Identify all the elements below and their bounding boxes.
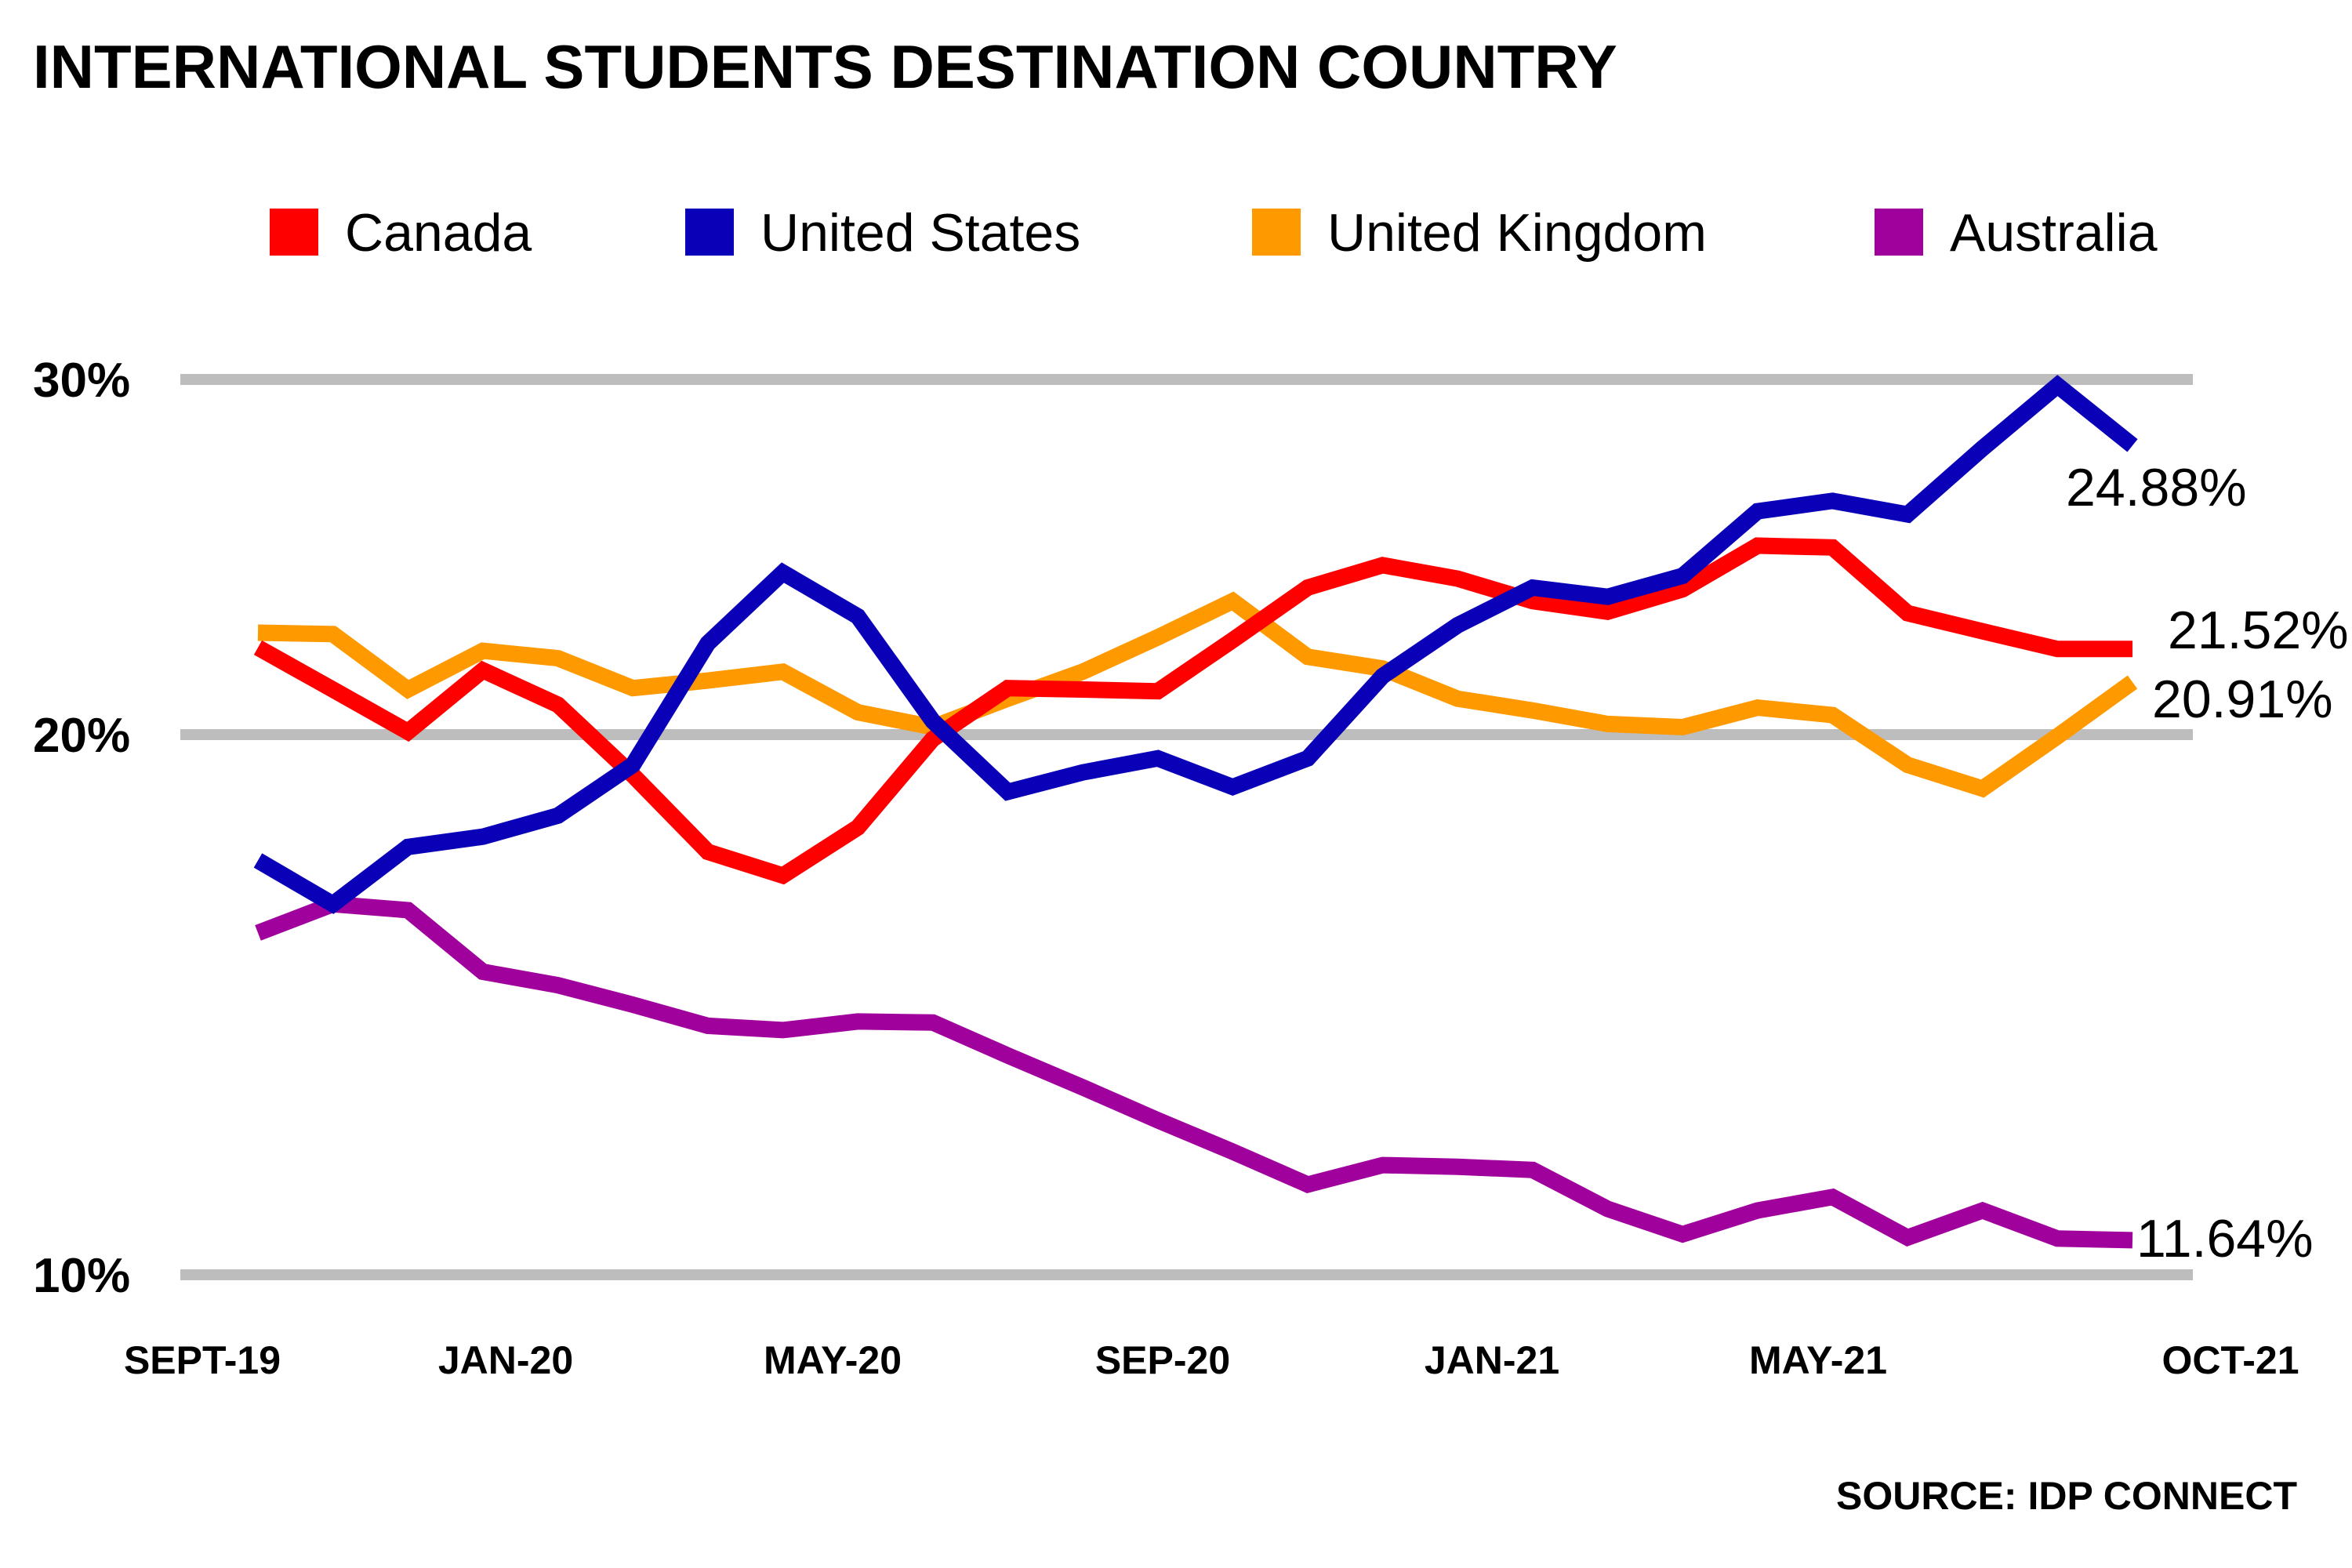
legend-swatch xyxy=(1875,209,1923,256)
end-label: 11.64% xyxy=(2136,1209,2314,1269)
legend-swatch xyxy=(270,209,318,256)
x-tick-label: MAY-20 xyxy=(764,1338,902,1382)
legend-label: Canada xyxy=(345,203,532,263)
series-lines xyxy=(253,375,2138,1249)
end-labels: 21.52% 24.88% 20.91% 11.64% xyxy=(2066,458,2349,1269)
x-axis-ticks: SEPT-19 JAN-20 MAY-20 SEP-20 JAN-21 MAY-21 OCT… xyxy=(124,1338,2299,1382)
x-tick-label: MAY-21 xyxy=(1749,1338,1887,1382)
series-line-united-states xyxy=(253,375,2138,914)
y-axis-ticks: 10% 20% 30% xyxy=(33,354,130,1303)
legend-label: United States xyxy=(760,203,1080,263)
x-tick-label: OCT-21 xyxy=(2161,1338,2299,1382)
x-tick-label: JAN-21 xyxy=(1425,1338,1559,1382)
series-line-canada xyxy=(253,537,2132,885)
y-tick-label: 10% xyxy=(33,1249,130,1303)
end-label: 24.88% xyxy=(2066,458,2247,517)
legend: Canada United States United Kingdom Austral… xyxy=(270,203,2158,263)
x-tick-label: SEP-20 xyxy=(1095,1338,1230,1382)
series-line-australia xyxy=(255,895,2133,1249)
y-tick-label: 20% xyxy=(33,709,130,763)
end-label: 20.91% xyxy=(2152,670,2333,729)
legend-label: United Kingdom xyxy=(1327,203,1707,263)
chart-title: INTERNATIONAL STUDENTS DESTINATION COUNT… xyxy=(33,32,1617,101)
legend-swatch xyxy=(685,209,734,256)
legend-swatch xyxy=(1252,209,1301,256)
x-tick-label: SEPT-19 xyxy=(124,1338,281,1382)
end-label: 21.52% xyxy=(2168,601,2349,660)
y-tick-label: 30% xyxy=(33,354,130,408)
legend-label: Australia xyxy=(1950,203,2158,263)
series-line-united-kingdom xyxy=(257,591,2138,798)
source-note: SOURCE: IDP CONNECT xyxy=(1836,1474,2297,1518)
x-tick-label: JAN-20 xyxy=(438,1338,573,1382)
